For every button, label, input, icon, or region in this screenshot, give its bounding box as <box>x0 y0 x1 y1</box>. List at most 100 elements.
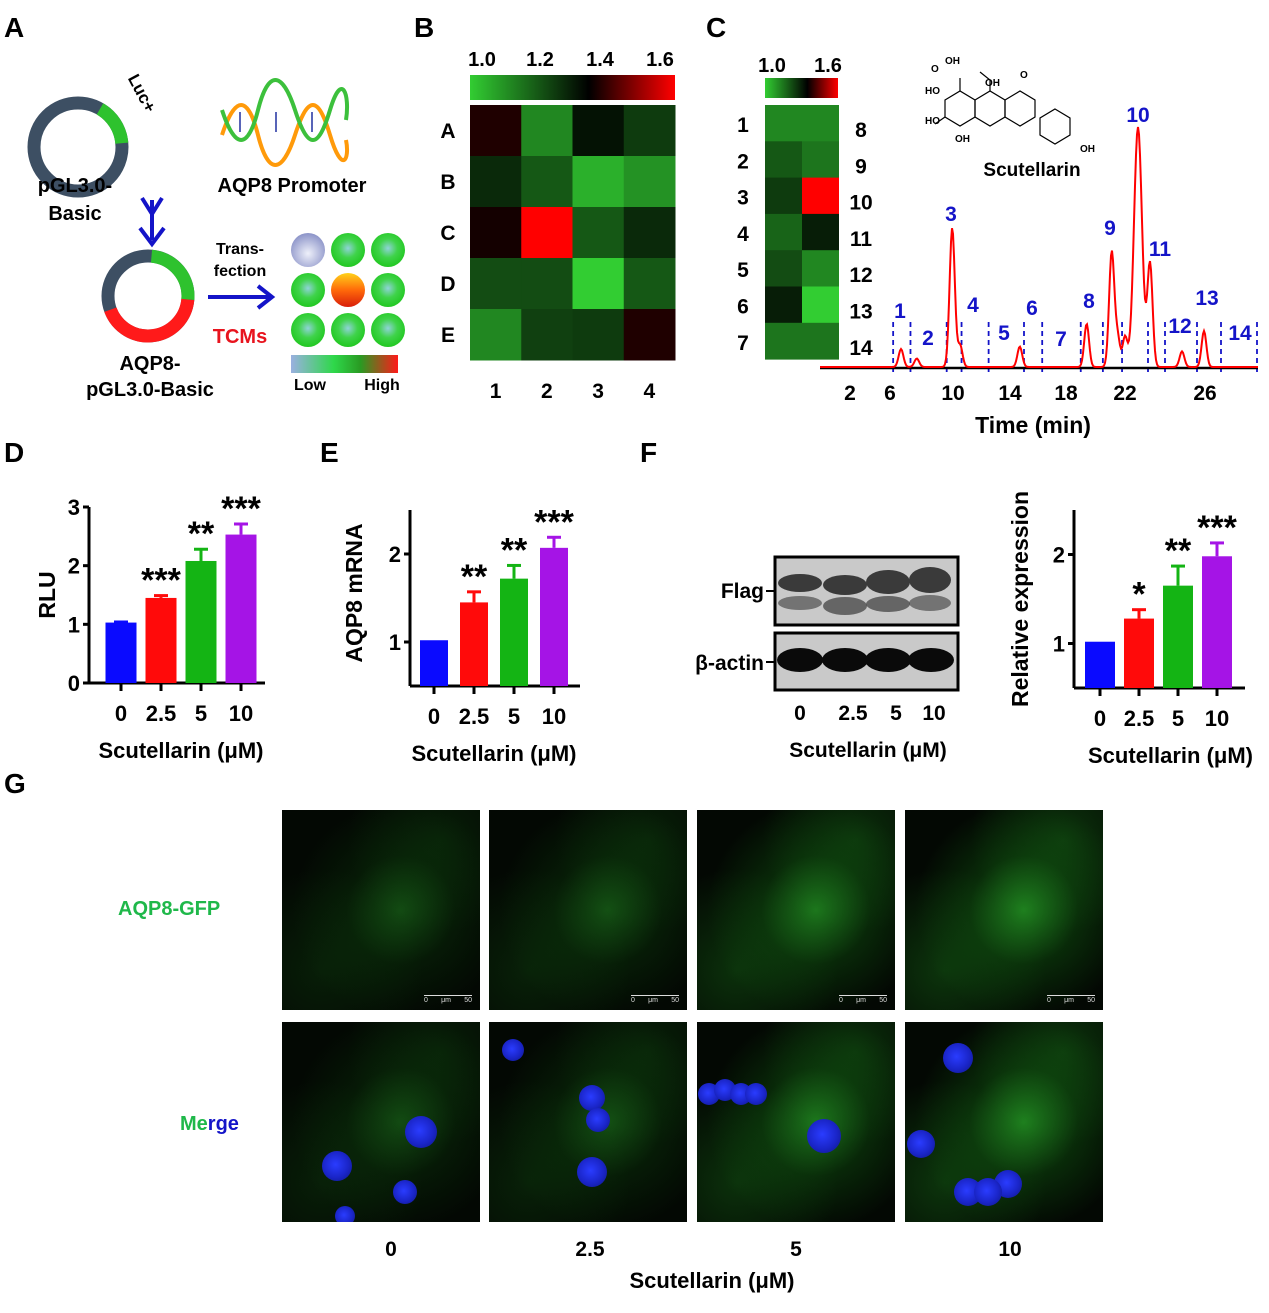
well-high <box>331 273 365 307</box>
bar-chart-e: 1 2 0 ** 2.5 ** 5 *** 10 Scutellarin (μM) AQP8 mRN… <box>341 503 580 766</box>
plasmid-label-2: Basic <box>48 203 101 225</box>
row-label-right: 9 <box>855 155 867 178</box>
nucleus <box>576 1157 607 1187</box>
x-tick-label: 22 <box>1113 382 1136 405</box>
row-label-left: 7 <box>737 332 749 355</box>
row-label-right: 12 <box>849 264 872 287</box>
heatmap-cell <box>623 258 676 310</box>
heatmap-cell <box>470 309 522 361</box>
row-label: A <box>440 120 455 143</box>
nucleus <box>322 1151 353 1181</box>
svg-text:O: O <box>1020 70 1028 81</box>
dna-helix-icon <box>220 78 350 167</box>
merge-image <box>282 1022 480 1222</box>
y-tick-label: 3 <box>68 495 80 520</box>
colorbar-tick: 1.2 <box>526 49 554 71</box>
gfp-image: 0 μm 50 <box>489 810 687 1010</box>
heatmap-cell <box>470 207 522 259</box>
row-label-right: 11 <box>850 228 873 251</box>
heatmap-cell <box>765 141 802 179</box>
svg-text:OH: OH <box>1080 144 1095 155</box>
scale-bar-end: 50 <box>671 997 679 1004</box>
legend-high: High <box>364 377 400 394</box>
well-plate <box>291 233 405 347</box>
x-axis-label: Time (min) <box>975 412 1091 438</box>
region-label: 7 <box>1055 328 1067 351</box>
arrow-right-icon <box>208 284 276 310</box>
heatmap-cell <box>572 258 625 310</box>
well-mid <box>371 313 405 347</box>
x-axis-label: Scutellarin (μM) <box>411 741 576 766</box>
row-label-left: 3 <box>737 187 749 210</box>
colorbar-tick: 1.6 <box>814 55 842 77</box>
heatmap-cell <box>802 177 839 215</box>
row-label: C <box>440 222 455 245</box>
scale-bar-end: 50 <box>879 997 887 1004</box>
heatmap-cell <box>765 105 802 142</box>
heatmap-cell <box>521 258 573 310</box>
colorbar-c <box>765 78 838 98</box>
bar <box>145 597 177 683</box>
y-tick-label: 1 <box>389 630 401 655</box>
heatmap-cell <box>623 156 676 208</box>
region-label: 4 <box>967 294 979 317</box>
scale-bar-unit: μm <box>1064 997 1074 1004</box>
significance-marker: ** <box>461 558 488 596</box>
heatmap-cell <box>470 258 522 310</box>
region-label: 8 <box>1083 290 1095 313</box>
nucleus <box>404 1116 437 1148</box>
panel-label-a: A <box>4 12 25 43</box>
heatmap-cell <box>572 309 625 361</box>
nucleus <box>578 1085 605 1111</box>
promoter-label: AQP8 Promoter <box>218 175 367 197</box>
heatmap-cell <box>765 213 802 251</box>
row-label: B <box>440 171 455 194</box>
colorbar-b <box>470 75 675 100</box>
significance-marker: *** <box>534 503 574 541</box>
row-label-right: 14 <box>849 337 873 360</box>
panel-g-xlabel: Scutellarin (μM) <box>629 1268 795 1293</box>
lane-label: 5 <box>890 702 902 725</box>
scale-bar-unit: μm <box>648 997 658 1004</box>
gfp-image: 0 μm 50 <box>905 810 1103 1010</box>
x-tick-label: 26 <box>1193 382 1216 405</box>
x-axis-label: Scutellarin (μM) <box>98 738 263 763</box>
gfp-image: 0 μm 50 <box>697 810 895 1010</box>
region-label: 9 <box>1104 217 1116 240</box>
significance-marker: ** <box>188 515 215 553</box>
merge-image <box>489 1022 687 1222</box>
svg-text:OH: OH <box>945 56 960 67</box>
bar <box>500 578 528 686</box>
heatmap-cell <box>765 177 802 215</box>
nucleus <box>392 1180 417 1204</box>
x-tick-label: 6 <box>884 382 896 405</box>
heatmap-cell <box>765 250 802 287</box>
merge-label-blue: rge <box>207 1113 239 1135</box>
row-label-left: 5 <box>737 259 749 282</box>
heatmap-cell <box>470 156 522 208</box>
panel-label-b: B <box>414 12 435 43</box>
region-label: 13 <box>1195 287 1218 310</box>
legend-low: Low <box>294 377 327 394</box>
column-label: 4 <box>644 380 656 403</box>
y-tick-label: 1 <box>68 612 80 637</box>
row-label-right: 10 <box>849 192 872 215</box>
region-label: 12 <box>1168 315 1191 338</box>
transfection-label-2: fection <box>214 263 266 280</box>
heatmap-cell <box>623 105 676 157</box>
heatmap-cell <box>572 207 625 259</box>
scale-bar-unit: μm <box>856 997 866 1004</box>
x-tick-label: 10 <box>1205 706 1229 731</box>
panel-a-schematic: Luc+ pGL3.0- Basic AQP8 Promoter AQP8- p… <box>27 71 405 401</box>
well-mid <box>371 273 405 307</box>
colorbar-tick: 1.0 <box>468 49 496 71</box>
nucleus <box>335 1206 356 1222</box>
lane-label: 10 <box>922 702 945 725</box>
column-label: 5 <box>790 1238 802 1261</box>
row-label: E <box>441 324 455 347</box>
y-tick-label: 0 <box>68 671 80 696</box>
bar-chart-f: 1 2 0 * 2.5 ** 5 *** 10 Scutellarin (μM) Relative … <box>1007 491 1253 768</box>
x-tick-label: 0 <box>428 704 440 729</box>
column-label: 0 <box>385 1238 397 1261</box>
bar <box>540 547 568 686</box>
